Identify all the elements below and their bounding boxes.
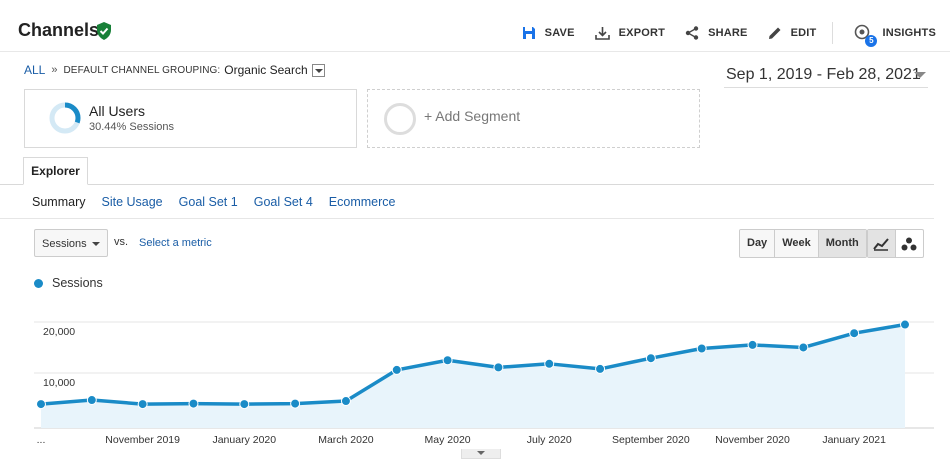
tab-explorer[interactable]: Explorer xyxy=(23,157,88,185)
subtab-goal-set-1[interactable]: Goal Set 1 xyxy=(178,195,238,209)
segment-all-users[interactable]: All Users 30.44% Sessions xyxy=(24,89,357,148)
sessions-data-point[interactable] xyxy=(696,343,707,354)
period-month-button[interactable]: Month xyxy=(818,230,866,257)
breadcrumb-all-link[interactable]: ALL xyxy=(24,63,46,77)
sessions-data-point[interactable] xyxy=(391,364,402,375)
breadcrumb: ALL » DEFAULT CHANNEL GROUPING: Organic … xyxy=(24,63,325,77)
x-tick-label: July 2020 xyxy=(527,434,572,446)
select-metric-link[interactable]: Select a metric xyxy=(139,237,212,249)
motion-chart-button[interactable] xyxy=(896,230,923,257)
sessions-data-point[interactable] xyxy=(239,399,250,410)
insights-count-badge: 5 xyxy=(865,35,878,47)
sessions-data-point[interactable] xyxy=(340,396,351,407)
export-button[interactable]: EXPORT xyxy=(594,26,666,40)
pencil-icon xyxy=(768,27,781,39)
insights-label: INSIGHTS xyxy=(882,27,936,39)
insights-icon: 5 xyxy=(853,23,878,47)
date-range-picker[interactable]: Sep 1, 2019 - Feb 28, 2021 xyxy=(724,64,928,88)
add-segment-label: + Add Segment xyxy=(424,108,521,124)
bubble-chart-icon xyxy=(901,237,917,250)
metric-select-value: Sessions xyxy=(42,238,87,250)
actions-divider xyxy=(832,22,834,44)
segment-name: All Users xyxy=(89,103,146,119)
x-tick-label: November 2020 xyxy=(715,434,790,446)
vs-label: vs. xyxy=(114,236,129,248)
chart-expand-handle[interactable] xyxy=(461,449,501,459)
sessions-data-point[interactable] xyxy=(36,399,46,410)
export-label: EXPORT xyxy=(618,27,666,39)
subtab-ecommerce[interactable]: Ecommerce xyxy=(328,195,396,209)
add-segment-button[interactable]: + Add Segment xyxy=(367,89,700,148)
sessions-data-point[interactable] xyxy=(849,328,860,339)
share-label: SHARE xyxy=(708,27,748,39)
tab-divider xyxy=(0,184,934,185)
breadcrumb-dropdown-icon[interactable] xyxy=(311,63,325,77)
sessions-data-point[interactable] xyxy=(137,399,148,410)
subtab-goal-set-4[interactable]: Goal Set 4 xyxy=(253,195,313,209)
breadcrumb-dimension: DEFAULT CHANNEL GROUPING: xyxy=(63,64,221,76)
sessions-data-point[interactable] xyxy=(188,398,199,409)
sessions-data-point[interactable] xyxy=(86,395,97,406)
insights-button[interactable]: 5 INSIGHTS xyxy=(853,23,936,47)
period-week-button[interactable]: Week xyxy=(775,230,819,257)
sessions-data-point[interactable] xyxy=(290,398,301,409)
page-title: Channels xyxy=(18,20,100,40)
segment-ring-icon xyxy=(49,102,81,134)
sessions-line xyxy=(40,322,906,406)
x-tick-label: May 2020 xyxy=(425,434,471,446)
subtab-summary[interactable]: Summary xyxy=(32,195,86,209)
sessions-data-point[interactable] xyxy=(493,362,504,373)
x-tick-label: January 2020 xyxy=(212,434,276,446)
report-actions: SAVE EXPORT SHARE EDIT xyxy=(502,22,936,47)
report-header: Channels SAVE EXPORT xyxy=(0,0,950,52)
sessions-data-point[interactable] xyxy=(645,353,656,364)
sessions-chart: 10,000 20,000... November 2019 January 2020… xyxy=(34,319,934,446)
empty-segment-ring-icon xyxy=(384,103,416,135)
period-toggle: Day Week Month xyxy=(739,229,867,258)
chart-legend: Sessions xyxy=(34,276,103,290)
line-chart-icon xyxy=(873,237,890,251)
chart-type-toggle xyxy=(867,229,924,258)
verified-shield-icon xyxy=(97,22,111,40)
legend-label: Sessions xyxy=(52,276,103,290)
sessions-data-point[interactable] xyxy=(442,355,453,366)
breadcrumb-value: Organic Search xyxy=(224,63,308,77)
sessions-data-point[interactable] xyxy=(798,342,809,353)
save-label: SAVE xyxy=(544,27,575,39)
chevron-down-icon xyxy=(914,72,926,78)
sessions-data-point[interactable] xyxy=(544,358,555,369)
x-tick-label: January 2021 xyxy=(822,434,886,446)
subtab-site-usage[interactable]: Site Usage xyxy=(101,195,163,209)
breadcrumb-separator: » xyxy=(51,64,58,76)
share-icon xyxy=(685,26,699,40)
edit-label: EDIT xyxy=(790,27,817,39)
y-tick-label: 20,000 xyxy=(43,326,75,338)
line-chart-button[interactable] xyxy=(868,230,896,257)
chevron-down-icon xyxy=(92,242,100,246)
legend-swatch xyxy=(34,278,43,288)
subtab-divider xyxy=(0,218,934,219)
x-tick-label: March 2020 xyxy=(318,434,374,446)
edit-button[interactable]: EDIT xyxy=(768,26,817,40)
y-tick-label: 10,000 xyxy=(43,377,75,389)
x-tick-label: ... xyxy=(37,434,46,446)
export-icon xyxy=(594,27,610,40)
metric-select[interactable]: Sessions xyxy=(34,229,108,257)
segment-detail: 30.44% Sessions xyxy=(89,121,174,133)
period-day-button[interactable]: Day xyxy=(740,230,776,257)
save-icon xyxy=(522,27,535,39)
sessions-data-point[interactable] xyxy=(747,339,758,350)
share-button[interactable]: SHARE xyxy=(685,26,748,40)
sessions-data-point[interactable] xyxy=(900,319,910,330)
save-button[interactable]: SAVE xyxy=(522,26,575,40)
sessions-data-point[interactable] xyxy=(595,363,606,374)
sessions-area xyxy=(41,324,905,428)
x-tick-label: September 2020 xyxy=(612,434,690,446)
x-tick-label: November 2019 xyxy=(105,434,180,446)
date-range-text: Sep 1, 2019 - Feb 28, 2021 xyxy=(726,66,921,83)
explorer-subtabs: Summary Site Usage Goal Set 1 Goal Set 4… xyxy=(32,195,411,209)
